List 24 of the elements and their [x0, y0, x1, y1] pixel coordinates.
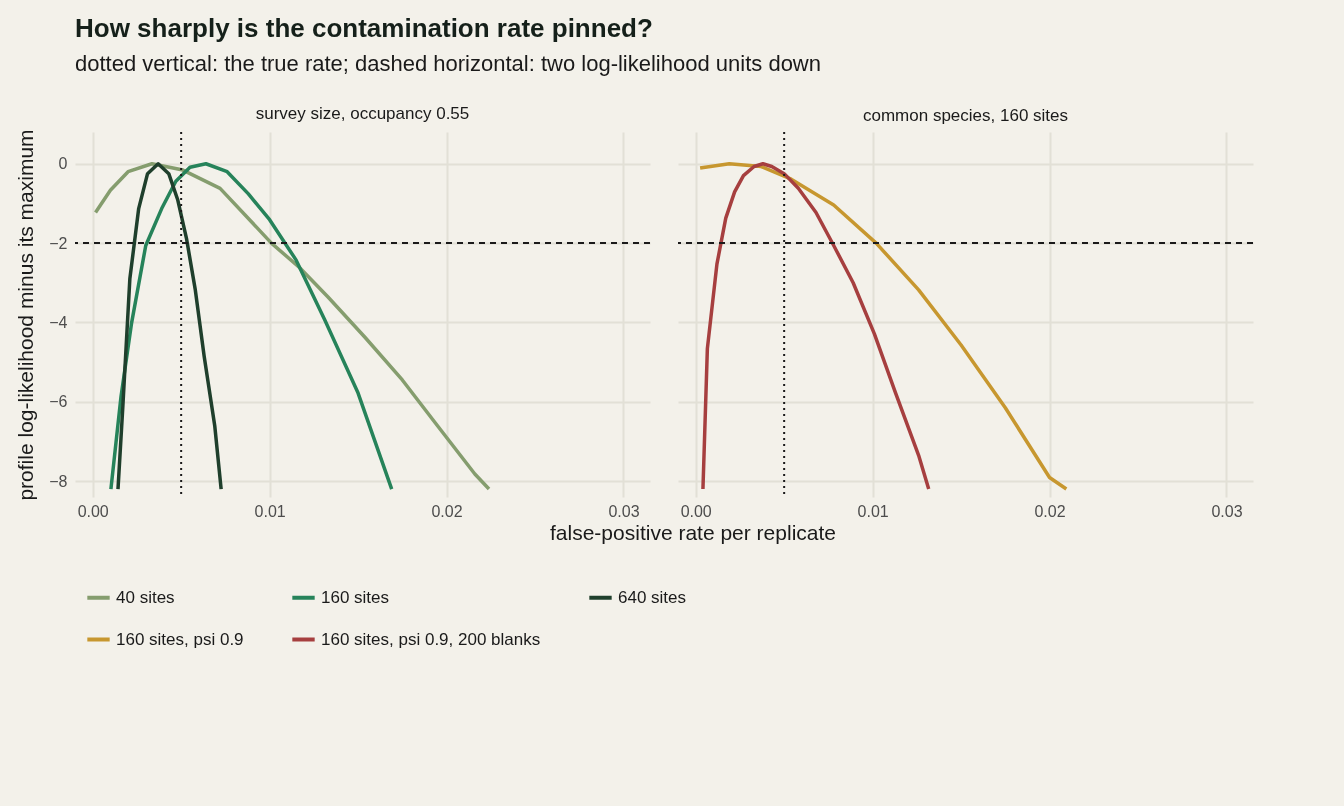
text: dotted vertical: the true rate; dashed horizontal: two log-likelihood units down	[75, 50, 821, 76]
y-axis-title: profile log-likelihood minus its maximum	[14, 129, 38, 501]
legend-label: 640 sites	[618, 587, 687, 607]
x-axis-title: false-positive rate per replicate	[550, 521, 836, 544]
y-tick-label: 0	[58, 155, 68, 173]
x-tick-label: 0.00	[77, 502, 109, 520]
x-tick-label: 0.01	[254, 502, 286, 520]
x-tick-label: 0.02	[1034, 502, 1066, 520]
x-tick-label: 0.03	[608, 502, 640, 520]
legend-label: 160 sites, psi 0.9	[116, 629, 244, 649]
y-tick-label: −6	[49, 393, 68, 411]
legend-label: 160 sites, psi 0.9, 200 blanks	[321, 629, 541, 649]
text: How sharply is the contamination rate pinned?	[75, 12, 653, 43]
chart-title: survey size, occupancy 0.55	[255, 103, 470, 123]
y-tick-label: −2	[49, 234, 68, 252]
y-tick-label: −4	[49, 313, 68, 331]
y-tick-label: −8	[49, 472, 68, 490]
legend-label: 40 sites	[116, 587, 175, 607]
x-tick-label: 0.01	[857, 502, 889, 520]
x-tick-label: 0.03	[1211, 502, 1243, 520]
legend-label: 160 sites	[321, 587, 390, 607]
x-tick-label: 0.00	[680, 502, 712, 520]
x-tick-label: 0.02	[431, 502, 463, 520]
chart-title: common species, 160 sites	[862, 106, 1069, 125]
